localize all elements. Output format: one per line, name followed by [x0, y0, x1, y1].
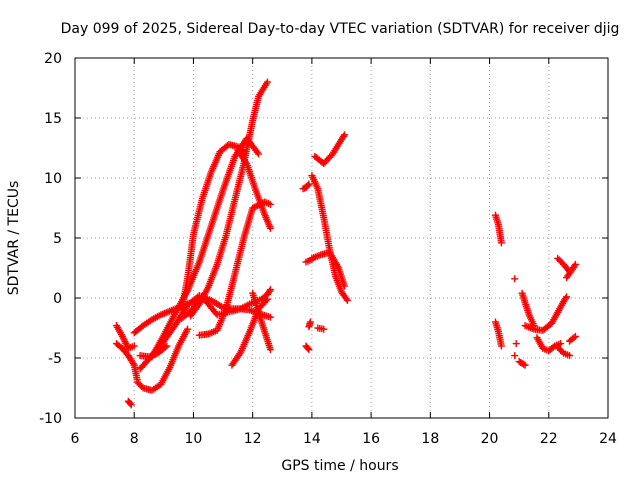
series-arc-10	[178, 140, 248, 314]
y-tick-label: 20	[44, 51, 62, 67]
x-tick-label: 16	[362, 431, 380, 447]
x-tick-label: 14	[303, 431, 321, 447]
x-tick-label: 10	[185, 431, 203, 447]
series-arc-01	[112, 322, 138, 352]
series-arc-29	[515, 358, 529, 369]
x-tick-labels: 6 8 10 12 14 16 18 20 22 24	[71, 431, 617, 447]
series-arc-15	[249, 289, 274, 354]
series-arc-28	[511, 352, 519, 360]
x-tick-label: 12	[244, 431, 262, 447]
series-arc-23	[308, 248, 348, 290]
chart-title: Day 099 of 2025, Sidereal Day-to-day VTE…	[61, 21, 620, 37]
series-arc-33	[548, 293, 571, 327]
series-arc-16	[299, 180, 313, 193]
series-arc-37	[563, 260, 579, 282]
y-tick-labels: -10 -5 0 5 10 15 20	[39, 51, 62, 427]
y-tick-label: 10	[44, 171, 62, 187]
series-arc-19	[305, 318, 314, 331]
series-arc-24	[491, 211, 505, 247]
series-arc-30	[518, 289, 538, 330]
data-markers	[112, 78, 579, 409]
axis-ticks	[74, 57, 609, 419]
series-arc-35	[554, 343, 574, 360]
x-tick-label: 18	[421, 431, 439, 447]
series-arc-27	[512, 340, 520, 348]
series-arc-13	[234, 146, 274, 232]
y-axis-label: SDTVAR / TECUs	[6, 181, 22, 296]
series-arc-08	[148, 134, 263, 361]
y-tick-label: 5	[53, 231, 62, 247]
series-arc-26	[511, 275, 519, 283]
series-arc-20	[314, 324, 328, 333]
y-tick-label: -10	[39, 411, 62, 427]
y-tick-label: -5	[48, 351, 62, 367]
plot-frame	[74, 57, 609, 419]
series-arc-18	[302, 342, 313, 354]
series-arc-25	[491, 318, 505, 350]
x-tick-label: 20	[481, 431, 499, 447]
x-axis-label: GPS time / hours	[281, 458, 398, 474]
series-arc-36	[566, 332, 579, 345]
x-tick-label: 24	[599, 431, 617, 447]
series-arc-02	[112, 340, 141, 384]
series-arc-21	[311, 131, 348, 168]
series-arc-06	[133, 325, 192, 394]
x-tick-label: 22	[540, 431, 558, 447]
grid-lines	[75, 58, 608, 418]
x-tick-label: 8	[130, 431, 139, 447]
y-tick-label: 15	[44, 111, 62, 127]
x-tick-label: 6	[71, 431, 80, 447]
series-arc-32	[533, 334, 565, 355]
y-tick-label: 0	[53, 291, 62, 307]
series-arc-03	[124, 397, 135, 409]
